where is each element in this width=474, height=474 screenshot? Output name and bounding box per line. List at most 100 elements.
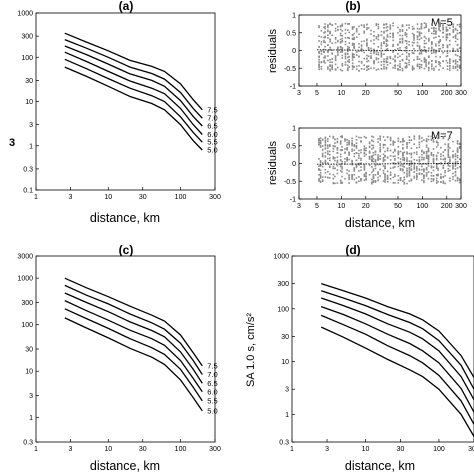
panel-b-upper-residual-point [411,25,414,28]
panel-b-lower-residual-point [427,156,430,158]
panel-b-lower-residual-point [360,159,362,161]
panel-b-upper-residual-point [347,68,349,70]
panel-b-upper-residual-point [363,51,365,54]
panel-b-upper-residual-point [320,30,323,32]
panel-b-upper-residual-point [341,40,344,42]
panel-b-lower-residual-point [413,162,416,164]
panel-b-lower-residual-point [456,140,459,142]
panel-b-upper-residual-point [323,39,325,42]
panel-b-upper-residual-point [334,27,337,30]
panel-a-series-line-m7-0 [64,38,203,119]
panel-b-lower-residual-point [397,137,400,140]
panel-b-lower-residual-point [421,149,423,152]
panel-b-upper-residual-point [418,45,421,47]
panel-b-lower-residual-point [336,156,339,158]
panel-b-upper-residual-point [405,66,408,69]
panel-b-upper-residual-point [370,33,372,35]
panel-b-lower-residual-point [402,151,404,154]
panel-b-lower-residual-point [427,165,430,167]
panel-b-upper-residual-point [418,67,421,70]
panel-b-upper-residual-point [377,35,380,38]
panel-b-lower-residual-point [318,140,320,142]
panel-b-upper-residual-point [416,65,419,68]
panel-b-lower-residual-point [425,150,428,153]
panel-b-lower-residual-point [392,162,395,164]
panel-b-upper-residual-point [392,22,394,24]
panel-b-upper-residual-point [323,32,325,34]
panel-b-lower-residual-point [389,149,392,152]
panel-b-lower-residual-point [341,175,343,178]
panel-b-lower-residual-point [389,136,392,139]
panel-b-lower-residual-point [379,139,381,141]
panel-b-lower-residual-point [432,178,435,180]
panel-a-x-tick-label: 1 [34,194,38,201]
panel-b-upper-residual-point [428,37,430,40]
panel-b-upper-residual-point [324,41,326,44]
panel-b-lower-residual-point [319,160,322,162]
panel-b-lower-residual-point [423,162,425,165]
panel-b-lower-residual-point [334,142,336,144]
panel-b-upper-residual-point [431,68,433,70]
panel-c-series-line-m6-5 [64,292,203,384]
panel-b-lower-residual-point [452,167,454,170]
panel-b-upper-residual-point [408,61,410,64]
panel-b-lower-residual-point [363,145,366,147]
panel-b-lower-residual-point [339,163,342,166]
panel-b-lower-residual-point [336,159,339,162]
panel-b-lower-residual-point [360,166,362,168]
panel-b-lower-residual-point [394,150,396,152]
panel-b-lower-residual-point [427,177,430,180]
panel-a-label-group: (a) [119,0,134,13]
panel-d-x-axis-label: distance, km [345,459,415,473]
panel-b-upper-residual-point [428,63,430,65]
panel-b-upper-residual-point [435,60,437,62]
panel-b-upper-residual-point [413,41,415,44]
panel-b-upper-residual-point [433,48,435,51]
panel-b-upper-residual-point [445,37,448,39]
panel-b-lower-residual-point [344,158,346,160]
panel-d-series-line-m7-0 [320,290,474,390]
panel-b-upper-residual-point [348,37,350,39]
panel-b-lower-residual-point [358,180,360,182]
panel-b-lower-residual-point [425,157,428,159]
panel-b-upper-residual-point [416,35,419,37]
panel-c-x-tick-label: 300 [209,446,221,453]
panel-b-lower-residual-point [386,170,389,173]
panel-b-upper-x-tick-label: 100 [417,90,429,97]
panel-b-lower-residual-point [449,158,451,161]
panel-b-upper-residual-point [323,59,325,62]
panel-b-lower-residual-point [368,156,371,159]
panel-b-lower-residual-point [392,155,395,158]
panel-b-upper-residual-point [339,41,342,43]
panel-b-lower-residual-point [334,145,336,148]
panel-b-lower-residual-point [358,176,360,178]
panel-b-lower-residual-point [440,173,442,176]
panel-b-upper-residual-point [431,60,433,62]
panel-b-upper-residual-point [458,58,461,61]
panel-b-lower-residual-point [403,176,406,179]
panel-b-upper-residual-point [399,55,401,57]
panel-c-y-tick-label: 30 [25,347,33,354]
panel-b-upper-residual-point [320,43,323,46]
panel-b-lower-residual-point [382,169,385,172]
panel-b-upper-residual-point [394,67,396,69]
panel-b-lower-residual-point [447,143,450,146]
panel-b-lower-residual-point [336,141,339,144]
panel-b-upper-residual-point [442,60,444,63]
panel-b-upper-residual-point [438,27,440,30]
panel-b-upper-residual-point [347,56,349,59]
panel-b-upper-residual-point [454,65,457,68]
panel-b-lower-residual-point [458,142,461,145]
panel-b-lower-residual-point [408,139,411,141]
panel-b-upper-residual-point [428,30,430,33]
panel-b-lower-residual-point [399,161,402,163]
panel-b-upper-residual-point [449,24,451,26]
panel-b-lower-residual-point [377,154,379,156]
panel-b-lower-residual-point [341,168,343,170]
panel-b-lower-residual-point [421,156,423,159]
panel-b-upper-residual-point [423,35,426,38]
panel-b-upper-residual-point [385,45,388,47]
panel-b-upper-residual-point [416,45,419,47]
panel-b-upper-residual-point [324,55,326,57]
panel-b-upper-residual-point [318,46,320,48]
